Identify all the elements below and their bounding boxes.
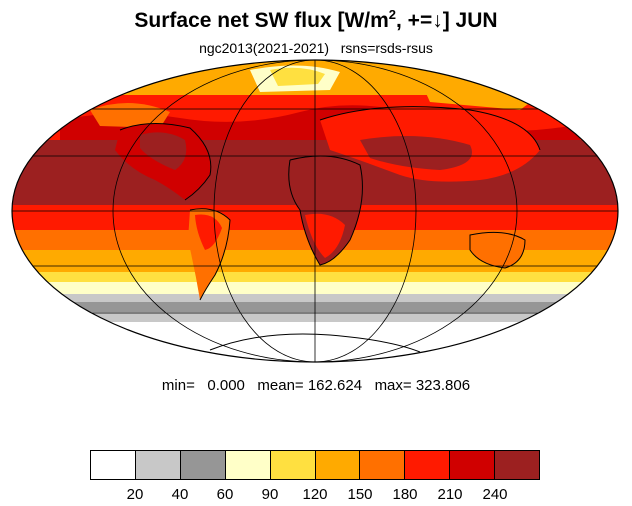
colorbar-swatch xyxy=(495,451,540,479)
band-south-grey xyxy=(12,302,618,312)
colorbar-swatch xyxy=(225,451,271,479)
colorbar-label: 180 xyxy=(392,486,418,503)
colorbar-swatch xyxy=(91,451,136,479)
stats-line: min= 0.000 mean= 162.624 max= 323.806 xyxy=(161,377,471,394)
australia xyxy=(470,232,525,268)
colorbar-swatch xyxy=(270,451,316,479)
band-south-pale xyxy=(12,282,618,294)
plot-title: Surface net SW flux [W/m2, +=↓] JUN xyxy=(134,7,498,32)
colorbar-label: 150 xyxy=(347,486,373,503)
colorbar-label: 210 xyxy=(437,486,463,503)
colorbar-swatch xyxy=(180,451,226,479)
colorbar-label: 120 xyxy=(302,486,328,503)
graticule xyxy=(12,60,618,362)
plot-subtitle: ngc2013(2021-2021) rsns=rsds-rsus xyxy=(199,40,433,56)
colorbar-swatch xyxy=(360,451,406,479)
colorbar-label: 90 xyxy=(261,486,279,503)
flux-field xyxy=(12,60,618,362)
band-south-subpolar xyxy=(12,272,618,282)
colorbar-label: 240 xyxy=(482,486,508,503)
colorbar-swatch xyxy=(405,451,451,479)
colorbar-label: 40 xyxy=(171,486,189,503)
colorbar-swatch xyxy=(450,451,496,479)
colorbar-swatch xyxy=(315,451,361,479)
band-antarctica xyxy=(12,322,618,362)
coastlines xyxy=(119,106,541,353)
colorbar-label: 20 xyxy=(126,486,144,503)
colorbar xyxy=(90,450,540,480)
colorbar-label: 60 xyxy=(216,486,234,503)
globe-outline xyxy=(11,59,619,363)
world-map xyxy=(11,59,619,363)
colorbar-labels: 20 40 60 90 120 150 180 210 240 xyxy=(90,486,540,506)
colorbar-swatch xyxy=(135,451,181,479)
band-south-lightgrey-1 xyxy=(12,294,618,302)
